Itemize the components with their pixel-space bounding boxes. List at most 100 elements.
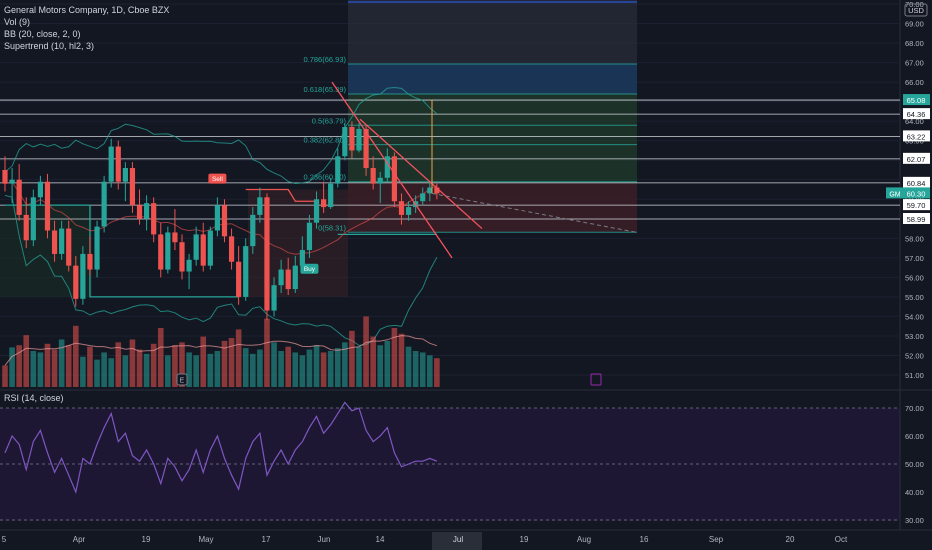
candle	[356, 123, 362, 153]
candle	[200, 222, 206, 272]
price-level-label: 58.99	[907, 215, 926, 224]
time-axis-tick: Oct	[835, 535, 848, 544]
price-axis-tick: 57.00	[905, 254, 924, 263]
rsi-axis-tick: 40.00	[905, 488, 924, 497]
candle-body	[30, 197, 36, 241]
price-level-tag	[903, 130, 930, 142]
volume-bar	[172, 345, 178, 387]
candle-body	[243, 246, 249, 297]
volume-bar	[228, 338, 235, 387]
candle-body	[250, 214, 256, 247]
currency-label: USD	[908, 6, 924, 15]
time-axis-tick: Aug	[577, 535, 591, 544]
earnings-marker	[176, 373, 188, 386]
volume-bar	[94, 359, 100, 387]
volume-bar	[221, 340, 228, 387]
candle	[87, 236, 93, 276]
volume-bar	[363, 316, 369, 387]
volume-bar	[136, 349, 143, 387]
candle	[193, 226, 199, 266]
volume-bar	[165, 355, 171, 387]
price-axis-tick: 58.00	[905, 234, 924, 243]
volume-bar	[405, 346, 412, 387]
legend-title: General Motors Company, 1D, Cboe BZX	[4, 5, 170, 15]
time-axis-tick: 16	[640, 535, 649, 544]
volume-bar	[101, 352, 107, 387]
volume-bar	[179, 342, 185, 387]
candle	[313, 191, 320, 229]
buy-signal-marker	[300, 263, 319, 274]
candle	[9, 168, 15, 204]
candle	[144, 195, 150, 231]
candle-body	[108, 146, 114, 182]
candle	[427, 181, 433, 202]
fib-level-label: 0.786(66.93)	[303, 55, 346, 64]
volume-bar	[87, 346, 93, 387]
candle-body	[165, 232, 171, 270]
candle-body	[363, 128, 369, 169]
candle	[228, 228, 235, 270]
volume-bar	[16, 345, 22, 387]
candle	[16, 164, 22, 221]
candle	[257, 187, 263, 223]
volume-bar	[370, 336, 376, 387]
price-axis-tick: 51.00	[905, 371, 924, 380]
candle-body	[94, 226, 100, 270]
candle	[420, 187, 426, 206]
time-axis-tick: Apr	[73, 535, 86, 544]
volume-bar	[150, 343, 157, 387]
price-axis-tick: 52.00	[905, 351, 924, 360]
volume-bar	[44, 343, 51, 387]
volume-bar	[108, 358, 114, 387]
volume-bar	[23, 335, 30, 387]
candle-body	[158, 234, 164, 270]
volume-bar	[306, 349, 313, 387]
candle	[115, 140, 121, 190]
candle	[179, 234, 185, 280]
volume-bar	[65, 345, 72, 387]
volume-bar	[384, 340, 391, 387]
candle	[236, 246, 242, 305]
volume-bar	[419, 352, 426, 387]
volume-bar	[80, 356, 86, 387]
volume-bar	[250, 353, 256, 387]
volume-bar	[207, 353, 214, 387]
rsi-axis-tick: 50.00	[905, 460, 924, 469]
candle-body	[179, 242, 185, 272]
volume-bar	[58, 339, 65, 387]
rsi-axis-tick: 30.00	[905, 516, 924, 525]
price-level-label: 60.84	[907, 179, 926, 188]
volume-bar	[264, 318, 270, 387]
candle	[2, 156, 8, 192]
time-axis-tick: May	[198, 535, 213, 544]
candle-body	[37, 181, 43, 198]
rsi-band-fill	[0, 408, 900, 521]
price-axis-tick: 64.00	[905, 117, 924, 126]
candle	[243, 238, 249, 301]
volume-bar	[313, 345, 320, 387]
price-level-label: 65.08	[907, 96, 926, 105]
candle	[221, 199, 228, 243]
volume-bar	[37, 352, 44, 387]
rsi-line	[4, 401, 438, 494]
legend: General Motors Company, 1D, Cboe BZX Vol…	[4, 4, 169, 52]
volume-bar	[193, 355, 199, 387]
volume-bar	[2, 365, 8, 387]
current-price-label: 60.30	[907, 189, 926, 198]
fib-level-label: 0.382(62.80)	[303, 136, 346, 145]
volume-bar	[334, 348, 341, 387]
candle-body	[144, 203, 150, 219]
candle	[321, 181, 327, 213]
candle-body	[384, 156, 390, 178]
candle	[384, 148, 390, 182]
candle	[207, 226, 213, 270]
price-axis-tick: 55.00	[905, 293, 924, 302]
price-level-tag	[903, 94, 930, 106]
candle	[398, 193, 405, 225]
candle	[250, 207, 256, 254]
volume-bar	[356, 346, 362, 387]
candle-body	[377, 177, 383, 184]
volume-bar	[73, 325, 79, 387]
candle-body	[136, 205, 143, 219]
